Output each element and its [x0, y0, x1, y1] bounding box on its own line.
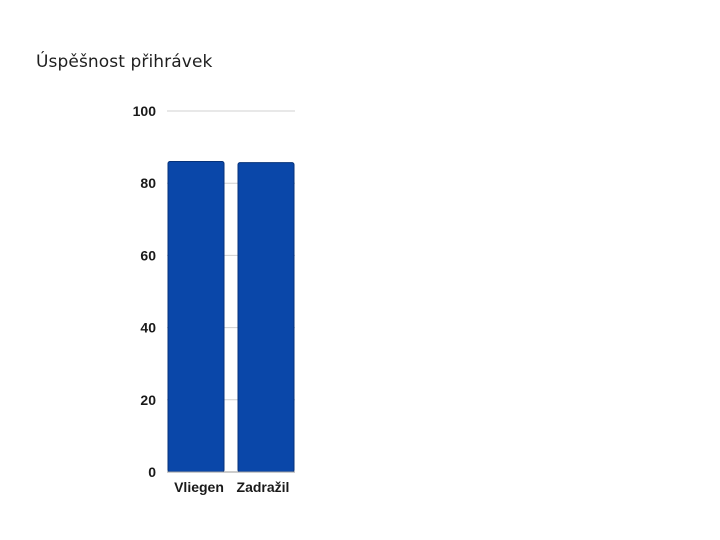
y-tick-label: 20	[140, 392, 156, 408]
y-tick-label: 0	[148, 464, 156, 480]
bar	[167, 161, 225, 473]
x-tick-label: Vliegen	[174, 479, 224, 495]
bar	[237, 162, 295, 473]
y-tick-label: 60	[140, 247, 156, 263]
y-tick-label: 40	[140, 320, 156, 336]
y-tick-label: 80	[140, 175, 156, 191]
chart-title: Úspěšnost přihrávek	[36, 52, 213, 72]
y-tick-label: 100	[133, 103, 157, 119]
x-tick-label: Zadražil	[237, 479, 290, 495]
